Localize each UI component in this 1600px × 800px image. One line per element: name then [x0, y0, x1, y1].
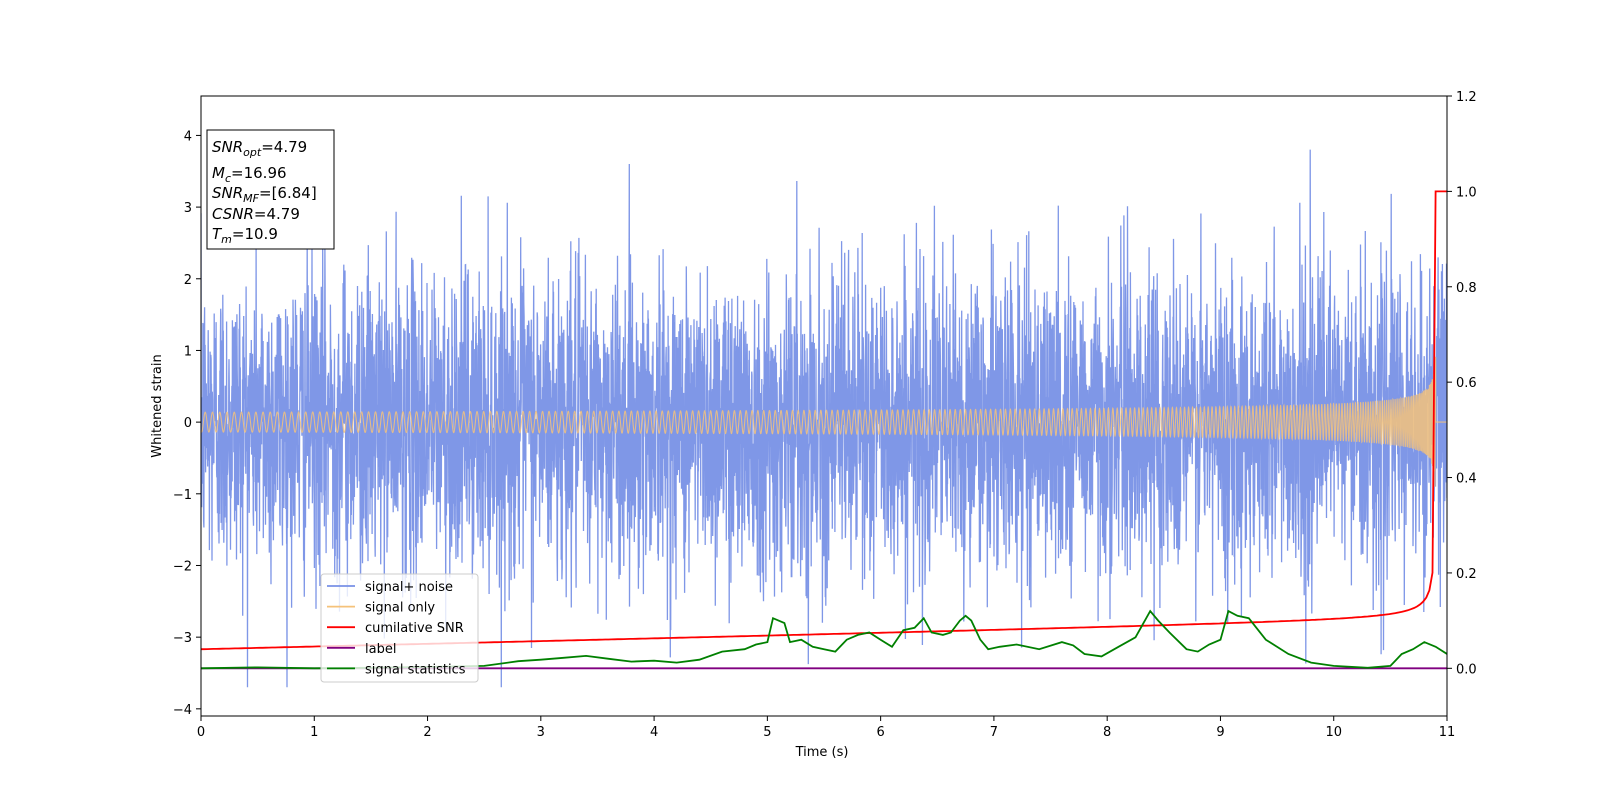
legend-label: signal only: [365, 601, 435, 616]
x-tick-label: 5: [763, 725, 771, 740]
x-axis: 0 1 2 3 4 5 6 7 8 9 10 11: [197, 716, 1455, 740]
x-tick-label: 3: [537, 725, 545, 740]
x-tick-label: 2: [423, 725, 431, 740]
y2-tick-label: 0.0: [1456, 662, 1477, 677]
info-line: SNRopt=4.79: [212, 138, 307, 159]
x-tick-label: 0: [197, 725, 205, 740]
info-symbol: SNR: [212, 184, 243, 202]
y2-tick-label: 0.8: [1456, 281, 1477, 296]
x-tick-label: 1: [310, 725, 318, 740]
info-box: SNRopt=4.79Mc=16.96SNRMF=[6.84]CSNR=4.79…: [206, 129, 335, 250]
y-tick-label: 1: [184, 344, 192, 359]
legend: signal+ noise signal only cumilative SNR la…: [320, 573, 479, 683]
y-tick-label: −4: [173, 703, 192, 718]
y-tick-label: 2: [184, 273, 192, 288]
info-symbol: SNR: [212, 138, 243, 156]
info-value: =16.96: [231, 164, 287, 182]
info-line: CSNR=4.79: [212, 205, 300, 223]
y-axis-title: Whitened strain: [150, 354, 165, 457]
y-tick-label: −2: [173, 559, 192, 574]
legend-label: cumilative SNR: [365, 621, 464, 636]
x-tick-label: 10: [1325, 725, 1342, 740]
x-tick-label: 8: [1103, 725, 1111, 740]
x-tick-label: 4: [650, 725, 658, 740]
info-subscript: m: [221, 233, 232, 246]
y2-tick-label: 0.4: [1456, 472, 1477, 487]
y-tick-label: −1: [173, 488, 192, 503]
x-tick-label: 7: [990, 725, 998, 740]
info-line: Tm=10.9: [212, 225, 278, 246]
x-tick-label: 6: [876, 725, 884, 740]
y2-axis: 0.0 0.2 0.4 0.6 0.8 1.0 1.2: [1447, 90, 1477, 677]
y2-tick-label: 1.0: [1456, 185, 1477, 200]
plot-frame: [200, 95, 1448, 717]
info-box-frame: [206, 129, 335, 250]
info-subscript: MF: [243, 192, 259, 205]
y-tick-label: 4: [184, 129, 192, 144]
legend-label: signal+ noise: [365, 580, 453, 595]
y-tick-label: 3: [184, 201, 192, 216]
info-subscript: c: [225, 172, 231, 185]
info-symbol: T: [212, 225, 223, 243]
info-symbol: CSNR: [212, 205, 254, 223]
info-value: =10.9: [232, 225, 278, 243]
info-line: Mc=16.96: [212, 164, 287, 185]
info-symbol: M: [212, 164, 225, 182]
x-axis-title: Time (s): [795, 745, 849, 760]
signal-only-line: [201, 357, 1447, 487]
x-tick-label: 9: [1216, 725, 1224, 740]
info-value: =4.79: [261, 138, 307, 156]
legend-label: signal statistics: [365, 662, 466, 677]
y2-tick-label: 0.2: [1456, 567, 1477, 582]
legend-frame: [320, 573, 479, 683]
y2-tick-label: 1.2: [1456, 90, 1477, 105]
y-tick-label: −3: [173, 631, 192, 646]
x-tick-label: 11: [1439, 725, 1456, 740]
info-value: =[6.84]: [259, 184, 317, 202]
y-axis: −4 −3 −2 −1 0 1 2 3 4: [173, 129, 201, 718]
info-subscript: opt: [243, 146, 262, 159]
info-line: SNRMF=[6.84]: [212, 184, 317, 205]
signal-statistics-line: [201, 609, 1447, 670]
y-tick-label: 0: [184, 416, 192, 431]
info-value: =4.79: [254, 205, 300, 223]
y2-tick-label: 0.6: [1456, 376, 1477, 391]
legend-label: label: [365, 642, 396, 657]
